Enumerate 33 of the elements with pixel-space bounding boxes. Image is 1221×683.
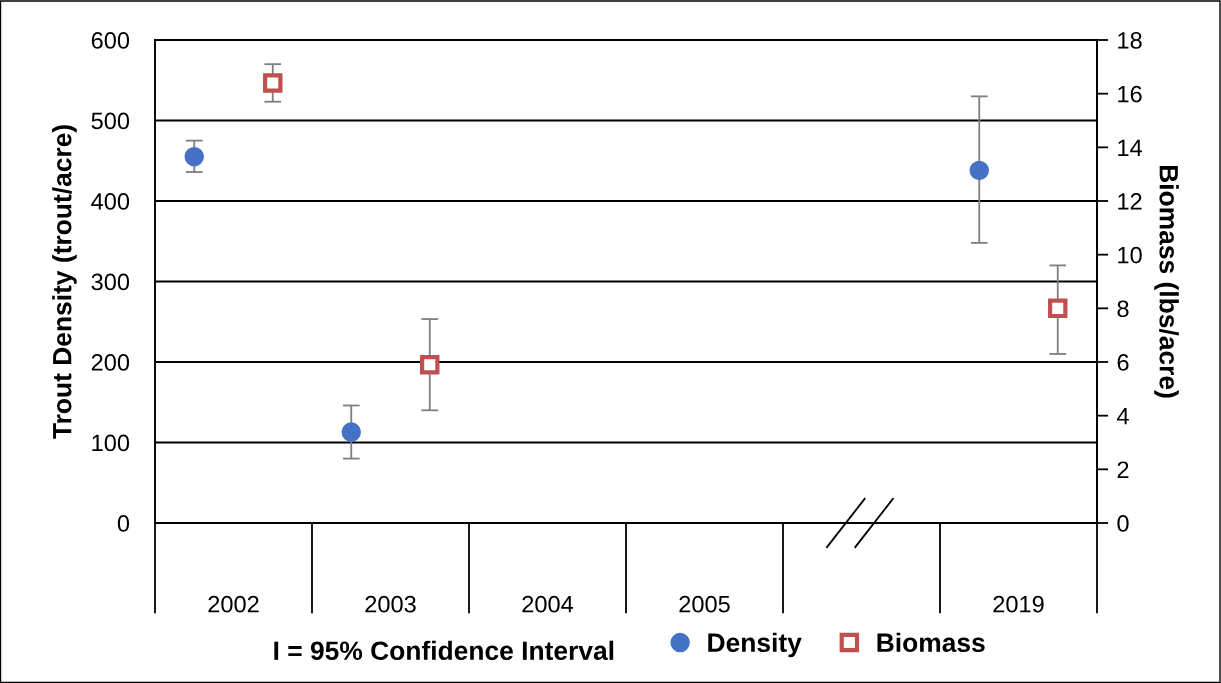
legend-label: Density <box>708 632 802 658</box>
point <box>341 422 361 442</box>
point <box>420 354 440 375</box>
y-tick-label: 0 <box>117 515 130 532</box>
y-tick-label: 300 <box>91 273 130 291</box>
legend-label: Biomass <box>877 632 985 653</box>
y2-tick-label: 8 <box>1117 300 1129 318</box>
x-tick-label: 2004 <box>522 595 574 613</box>
point <box>1048 298 1068 319</box>
y-tick-label: 500 <box>91 112 130 130</box>
y2-tick-label: 10 <box>1118 246 1142 264</box>
y2-axis-title: Biomass (lbs/acre) <box>1154 165 1179 398</box>
text: I = 95% Confidence Interval <box>274 640 614 661</box>
x-tick-label: 2005 <box>679 595 730 613</box>
y2-tick-label: 6 <box>1117 354 1129 371</box>
y2-tick-label: 2 <box>1117 461 1129 478</box>
y-tick-label: 200 <box>91 354 130 371</box>
point <box>184 147 204 167</box>
y2-tick-label: 4 <box>1116 407 1129 425</box>
x-tick-label: 2003 <box>365 595 416 613</box>
x-tick-label: 2019 <box>993 595 1044 613</box>
y2-tick-label: 18 <box>1118 32 1142 49</box>
y2-tick-label: 14 <box>1118 139 1143 156</box>
y-tick-label: 600 <box>91 32 130 49</box>
y2-tick-label: 12 <box>1118 193 1142 210</box>
y2-tick-label: 16 <box>1118 85 1142 103</box>
y-axis-title: Trout Density (trout/acre) <box>52 125 77 439</box>
y-tick-label: 100 <box>92 434 130 452</box>
x-tick-label: 2002 <box>208 595 259 613</box>
y2-tick-label: 0 <box>1117 515 1129 532</box>
y-tick-label: 400 <box>91 193 130 210</box>
point <box>969 160 989 181</box>
point <box>263 73 283 93</box>
